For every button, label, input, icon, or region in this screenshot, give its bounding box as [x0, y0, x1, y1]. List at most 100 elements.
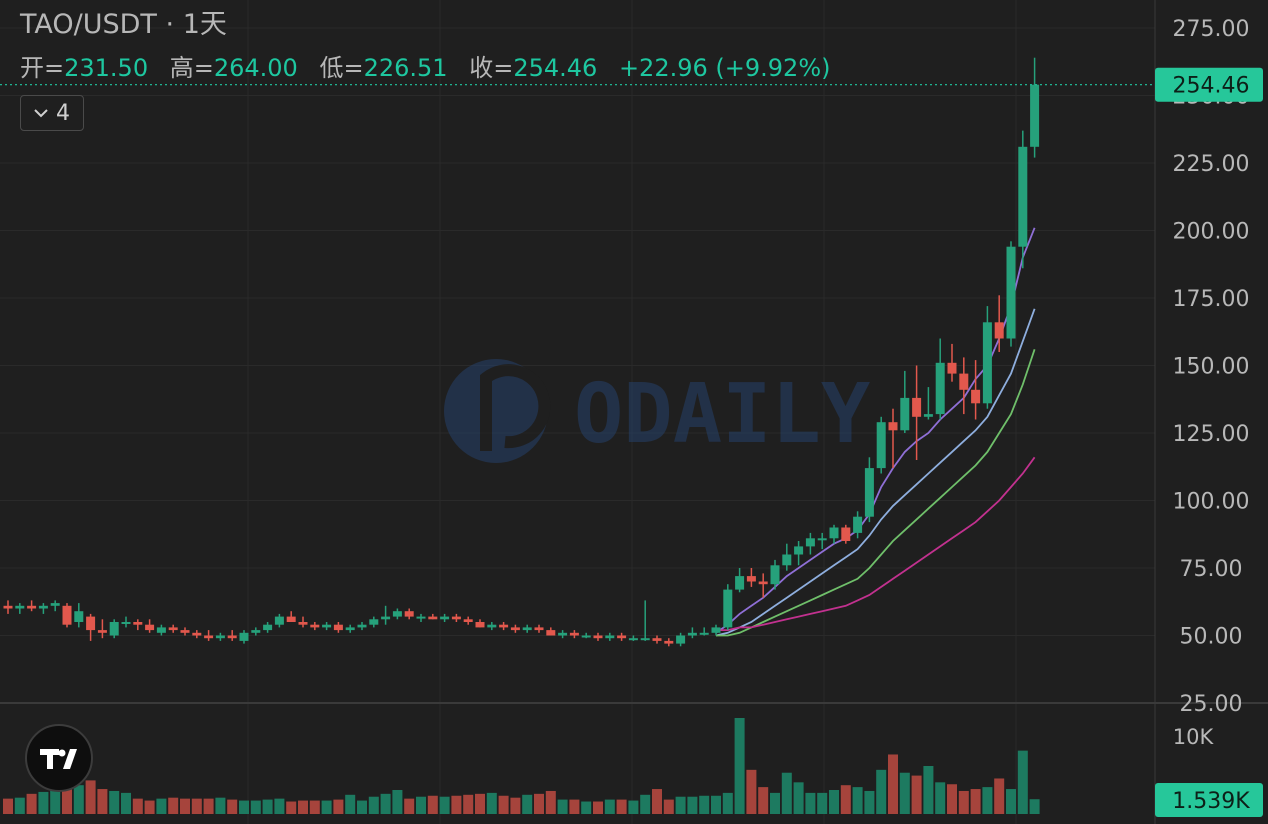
- candle-body: [971, 389, 981, 404]
- candle: [357, 622, 367, 631]
- volume-bar: [770, 792, 780, 814]
- volume-bar: [545, 790, 556, 814]
- candle: [652, 635, 662, 644]
- indicator-collapse-button[interactable]: 4: [20, 95, 84, 131]
- candle-body: [522, 627, 532, 631]
- last-price-label: 254.46: [1173, 74, 1250, 99]
- candle: [145, 619, 155, 633]
- candle-body: [463, 619, 473, 622]
- candle-body: [912, 397, 922, 417]
- volume-bar: [958, 790, 969, 814]
- candle-body: [876, 422, 886, 469]
- volume-bar: [144, 800, 155, 814]
- candle-body: [1006, 246, 1016, 339]
- volume-bar: [427, 795, 438, 814]
- candle-body: [156, 627, 166, 633]
- candle-body: [534, 627, 544, 631]
- candle: [322, 622, 332, 631]
- candle: [392, 608, 402, 620]
- volume-bar: [970, 789, 981, 814]
- candle: [215, 632, 225, 641]
- candle-body: [145, 624, 155, 631]
- volume-bar: [156, 798, 167, 814]
- candle-body: [239, 632, 249, 641]
- candle-body: [841, 527, 851, 541]
- volume-bar: [498, 795, 509, 814]
- candle: [829, 524, 839, 544]
- moving-average-line: [715, 308, 1036, 637]
- candle-body: [345, 627, 355, 631]
- candle: [451, 613, 461, 622]
- volume-bar: [416, 796, 426, 814]
- candle-body: [1018, 146, 1028, 247]
- volume-bar: [109, 790, 120, 814]
- volume-bar: [557, 799, 568, 814]
- chevron-down-icon: [34, 109, 48, 118]
- tradingview-logo[interactable]: [25, 724, 93, 792]
- candle: [86, 613, 96, 641]
- volume-bar: [593, 801, 603, 814]
- candle: [97, 619, 107, 639]
- price-tick-label: 75.00: [1180, 557, 1243, 582]
- last-price-tag: 254.46: [1155, 67, 1263, 102]
- candle: [534, 624, 544, 633]
- candle-body: [451, 616, 461, 620]
- candle: [499, 622, 509, 631]
- volume-bar: [180, 798, 190, 814]
- candle: [286, 611, 296, 622]
- candle-body: [416, 616, 426, 619]
- volume-bar: [26, 793, 37, 814]
- candle-body: [3, 605, 13, 609]
- candle-body: [369, 619, 379, 625]
- candle: [900, 370, 910, 433]
- candle-body: [121, 622, 131, 624]
- volume-bar: [62, 785, 72, 814]
- volume-bar: [463, 794, 474, 814]
- candle: [239, 630, 249, 644]
- moving-average-line: [716, 349, 1036, 637]
- candle-body: [864, 468, 874, 517]
- ohlc-readout: 开=231.50 高=264.00 低=226.51 收=254.46 +22.…: [20, 48, 830, 83]
- candle: [581, 632, 591, 639]
- candle: [735, 568, 745, 593]
- symbol-legend: TAO/USDT · 1天: [20, 2, 227, 41]
- candle-body: [605, 635, 615, 639]
- candle: [853, 511, 863, 539]
- price-tick-label: 175.00: [1173, 287, 1250, 312]
- candle: [522, 624, 532, 633]
- candle: [50, 600, 60, 612]
- candle-body: [381, 616, 391, 620]
- candle-body: [322, 624, 332, 628]
- candle: [994, 295, 1004, 352]
- volume-bar: [451, 795, 462, 814]
- candle-body: [133, 622, 143, 625]
- candle-body: [947, 362, 957, 374]
- candle-body: [676, 635, 686, 644]
- volume-bar: [132, 798, 143, 814]
- candle: [546, 627, 556, 636]
- price-axis[interactable]: 275.00250.00225.00200.00175.00150.00125.…: [1173, 17, 1250, 717]
- candle: [204, 630, 214, 641]
- volume-bar: [852, 787, 863, 814]
- volume-bar: [168, 797, 179, 814]
- candle-body: [699, 632, 709, 635]
- candle-body: [428, 616, 438, 620]
- volume-bar: [758, 787, 769, 814]
- candle-body: [180, 630, 190, 633]
- candle: [3, 600, 13, 614]
- candle-body: [569, 632, 579, 636]
- volume-bar: [663, 799, 674, 814]
- volume-bar: [121, 792, 131, 814]
- candle: [676, 632, 686, 647]
- volume-bar: [3, 798, 13, 814]
- candle: [192, 630, 202, 639]
- volume-label: 1.539K: [1172, 789, 1250, 814]
- price-tick-label: 275.00: [1173, 17, 1250, 42]
- volume-bar: [475, 793, 485, 814]
- volume-bar: [321, 800, 332, 814]
- candle: [959, 357, 969, 415]
- candle: [345, 624, 355, 633]
- candle: [121, 616, 131, 628]
- candle: [593, 632, 603, 641]
